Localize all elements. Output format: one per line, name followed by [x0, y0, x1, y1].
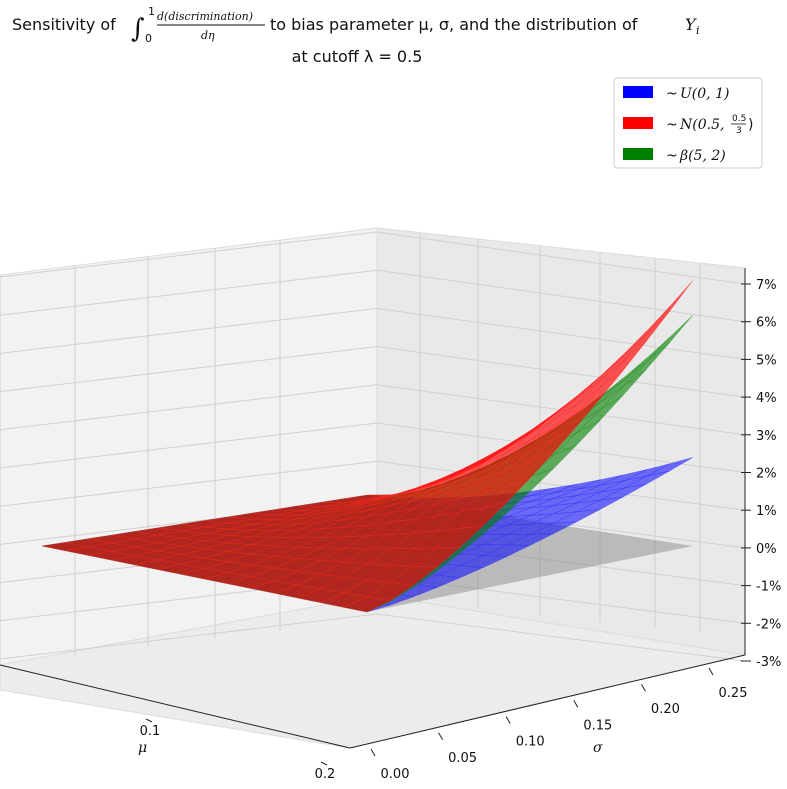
title-y-subscript: i [696, 24, 700, 37]
x-tick-label: 0.1 [140, 724, 161, 739]
chart-title: Sensitivity of ∫ 1 0 d(discrimination) d… [12, 5, 700, 66]
legend-frac-num-normal: 0.5 [732, 114, 746, 124]
fraction-numerator: d(discrimination) [157, 10, 253, 23]
z-gridline-left [0, 384, 378, 431]
gridlines [0, 231, 746, 665]
title-y-symbol: Y [685, 15, 697, 34]
y-tick-label: 0.20 [651, 702, 680, 717]
z-tick-label: 1% [756, 504, 777, 519]
z-gridline-left [0, 307, 378, 354]
z-tick-label: 6% [756, 316, 777, 331]
z-tick-label: -2% [756, 617, 781, 632]
z-axis-ticks: 7% 6% 5% 4% 3% 2% 1% 0% -1% -2% -3% [741, 278, 781, 670]
z-tick-label: 7% [756, 278, 777, 293]
z-gridline [376, 346, 746, 398]
x-tick-mark [320, 761, 328, 766]
legend-box [613, 77, 763, 169]
legend-entry-uniform: ~ U(0, 1) [623, 86, 729, 102]
z-gridline-left [0, 231, 378, 278]
x-axis-line [0, 664, 351, 749]
legend-swatch-uniform [623, 86, 653, 98]
legend-entry-normal: ~ N(0.5, 0.5 3 ) [623, 114, 753, 136]
z-gridline [376, 269, 746, 323]
legend-swatch-beta [623, 148, 653, 160]
legend-frac-den-normal: 3 [736, 126, 742, 136]
integral-sign-icon: ∫ [131, 14, 145, 44]
y-tick-label: 0.05 [448, 751, 477, 766]
z-gridline-left [0, 460, 378, 507]
fraction-denominator: dη [201, 29, 215, 42]
surface-cell-beta [646, 314, 694, 363]
z-gridline [376, 613, 746, 662]
surface-cell-normal [646, 280, 694, 335]
integral-upper-limit: 1 [148, 5, 155, 18]
z-tick-label: -1% [756, 580, 781, 595]
z-gridline-left [0, 346, 378, 393]
y-tick-mark [438, 732, 444, 741]
integral-lower-limit: 0 [145, 32, 152, 45]
z-tick-label: 2% [756, 467, 777, 482]
surface-cell-uniform [646, 457, 694, 477]
legend-entry-beta: ~ β(5, 2) [623, 148, 726, 164]
z-tick-label: 0% [756, 542, 777, 557]
y-tick-mark [708, 667, 714, 676]
x-tick-label: 0.2 [315, 767, 336, 782]
y-tick-label: 0.15 [583, 718, 612, 733]
z-tick-label: 3% [756, 429, 777, 444]
y-tick-mark [370, 748, 376, 757]
z-tick-label: 4% [756, 391, 777, 406]
z-gridline [376, 460, 746, 511]
title-middle: to bias parameter μ, σ, and the distribu… [270, 15, 638, 34]
legend: ~ U(0, 1) ~ N(0.5, 0.5 3 ) ~ β(5, 2) [613, 77, 763, 169]
y-axis-line [349, 654, 746, 749]
y-tick-label: 0.00 [381, 767, 410, 782]
y-axis-ticks: 0.00 0.05 0.10 0.15 0.20 0.25 [370, 667, 748, 782]
x-axis-ticks: 0.1 0.2 [140, 718, 336, 782]
legend-prefix-normal: ~ [666, 117, 678, 133]
title-prefix: Sensitivity of [12, 15, 116, 34]
surfaces [41, 280, 694, 613]
legend-swatch-normal [623, 117, 653, 129]
legend-prefix-uniform: ~ [666, 86, 678, 102]
y-tick-mark [505, 716, 511, 724]
z-gridline [376, 307, 746, 360]
legend-label-normal: N(0.5, [679, 117, 724, 133]
legend-label-beta: β(5, 2) [679, 148, 726, 164]
z-tick-label: 5% [756, 353, 777, 368]
surface-normal [41, 280, 694, 613]
title-line2: at cutoff λ = 0.5 [292, 47, 423, 66]
y-axis-label: σ [593, 740, 603, 756]
z-gridline-left [0, 422, 378, 469]
legend-prefix-beta: ~ [666, 148, 678, 164]
z-gridline-left [0, 613, 378, 660]
y-tick-label: 0.10 [516, 735, 545, 750]
y-tick-mark [640, 683, 646, 692]
z-gridline-left [0, 269, 378, 316]
z-tick-label: -3% [756, 655, 781, 670]
x-tick-mark [145, 718, 153, 723]
y-tick-mark [573, 700, 579, 708]
legend-close-paren-normal: ) [748, 117, 753, 133]
axis-lines [0, 268, 746, 749]
legend-label-uniform: U(0, 1) [680, 86, 729, 102]
x-axis-label: μ [138, 740, 147, 756]
z-gridline [376, 231, 746, 285]
y-tick-label: 0.25 [719, 686, 748, 701]
